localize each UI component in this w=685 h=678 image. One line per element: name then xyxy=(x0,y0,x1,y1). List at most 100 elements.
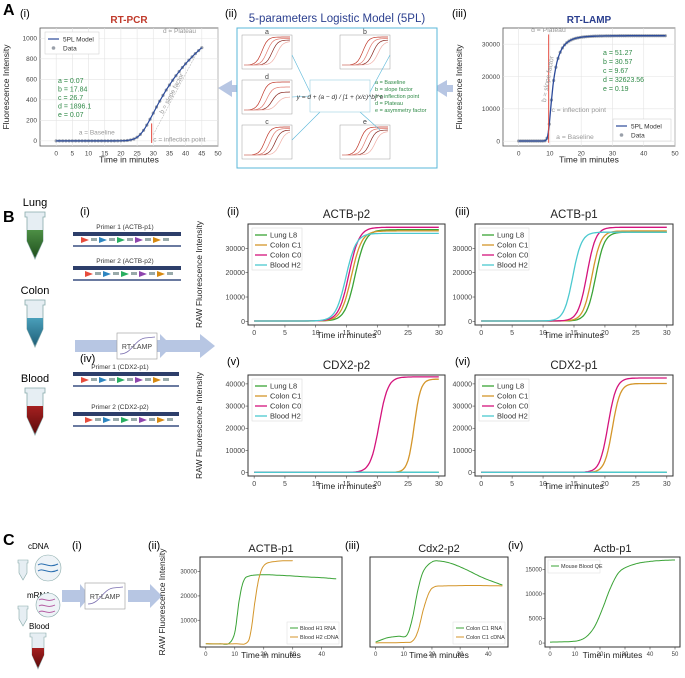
x-tick-label: 20 xyxy=(601,481,609,488)
param-1: b = 17.84 xyxy=(58,87,87,94)
primer-arrow xyxy=(121,417,129,423)
legend-label: Colon C0 xyxy=(497,402,528,411)
y-tick-label: 0 xyxy=(468,319,472,326)
annotation-baseline: a = Baseline xyxy=(79,130,115,137)
param-4: e = 0.19 xyxy=(603,86,629,93)
x-tick-label: 0 xyxy=(204,652,208,658)
charts: 0 5 10 15 20 25 30 35 40 45 5002004006008001000RT-… xyxy=(1,15,681,660)
x-tick-label: 30 xyxy=(663,481,671,488)
y-tick-label: 0 xyxy=(241,319,245,326)
primer-arrow xyxy=(103,417,111,423)
x-tick-label: 50 xyxy=(214,151,222,158)
x-tick-label: 40 xyxy=(318,652,325,658)
legend-label: Colon C0 xyxy=(270,251,301,260)
rtlamp-label-b: RT-LAMP xyxy=(122,344,153,351)
x-tick-label: 25 xyxy=(404,481,412,488)
chart-title: CDX2-p1 xyxy=(550,360,597,372)
y-tick-label: 0 xyxy=(539,641,543,647)
legend-label: Blood H2 xyxy=(270,412,301,421)
chart-B-iii: 0 5 10 15 20 25 30 0 10000 20000 30000 ACTB-p1 Time … xyxy=(453,209,674,340)
x-axis-label: Time in minutes xyxy=(409,650,469,660)
legend-label: Colon C1 xyxy=(270,392,301,401)
x-axis-label: Time in minutes xyxy=(241,650,301,660)
x-tick-label: 30 xyxy=(435,330,443,337)
x-tick-label: 10 xyxy=(546,151,554,158)
rtlamp-curve-b xyxy=(119,336,156,355)
thumbnail-b: b xyxy=(339,29,391,70)
model-line xyxy=(56,47,203,142)
primer-arrow xyxy=(135,237,143,243)
y-tick-label: 20000 xyxy=(453,426,473,433)
x-tick-label: 15 xyxy=(343,481,351,488)
primer-arrow xyxy=(157,271,165,277)
x-tick-label: 20 xyxy=(597,652,604,658)
y-tick-label: 5000 xyxy=(529,617,543,623)
y-tick-label: 600 xyxy=(26,77,37,84)
legend-label: Colon C1 RNA xyxy=(466,626,502,632)
thumbnail-label: c xyxy=(265,119,269,126)
legend-label: Colon C1 cDNA xyxy=(466,635,505,641)
y-tick-label: 20000 xyxy=(453,270,473,277)
primer-block xyxy=(145,378,151,381)
x-tick-label: 20 xyxy=(578,151,586,158)
primer-arrow xyxy=(135,377,143,383)
chart-title: Cdx2-p2 xyxy=(418,543,460,555)
x-tick-label: 20 xyxy=(429,652,436,658)
label-a-iii: (iii) xyxy=(452,8,467,20)
y-tick-label: 30000 xyxy=(482,41,500,48)
chart-C-iv: 0 10 20 30 40 50 0 5000 10000 15000 Actb-p1 Time in… xyxy=(525,543,681,660)
gene-track-lower xyxy=(73,245,181,247)
rtlamp-curve-c xyxy=(87,586,124,605)
x-tick-label: 40 xyxy=(640,151,648,158)
primer-block xyxy=(113,272,119,275)
chart-A-i: 0 5 10 15 20 25 30 35 40 45 50 0 200 400 600 800 1000 RT-… xyxy=(1,15,222,165)
legend: 5PL Model Data xyxy=(44,31,100,55)
primer-block xyxy=(95,272,101,275)
tube-lung xyxy=(24,211,46,260)
param-1: b = 30.57 xyxy=(603,59,632,66)
x-tick-label: 45 xyxy=(198,151,206,158)
x-tick-label: 10 xyxy=(400,652,407,658)
x-tick-label: 10 xyxy=(539,330,547,337)
tube-blood xyxy=(24,387,46,436)
param-0: a = 51.27 xyxy=(603,50,632,57)
primer-diagrams xyxy=(73,232,181,427)
series-line-colon-c1-rna xyxy=(375,560,503,643)
primer-arrow xyxy=(99,377,107,383)
y-axis-label: RAW Fluorescence Intensity xyxy=(194,371,204,479)
rtlamp-label-c: RT-LAMP xyxy=(90,594,121,601)
x-axis-label: Time in minutes xyxy=(99,155,159,165)
x-tick-label: 30 xyxy=(622,652,629,658)
x-axis-label: Time in minutes xyxy=(317,330,377,340)
primer-block xyxy=(131,272,137,275)
x-tick-label: 30 xyxy=(609,151,617,158)
legend-label: Colon C1 xyxy=(270,241,301,250)
primer-block xyxy=(167,418,173,421)
param-3: d = 1896.1 xyxy=(58,104,91,111)
y-tick-label: 30000 xyxy=(180,570,197,576)
equation: y = d + (a − d) / [1 + (x/c)^b]^e xyxy=(296,94,384,101)
equation-box xyxy=(309,79,371,113)
primer-block xyxy=(167,272,173,275)
x-tick-label: 20 xyxy=(260,652,267,658)
y-tick-label: 20000 xyxy=(180,594,197,600)
y-tick-label: 40000 xyxy=(226,381,246,388)
param-3: d = 32623.56 xyxy=(603,77,644,84)
legend-param-4: e = asymmetry factor xyxy=(375,108,427,114)
x-tick-label: 40 xyxy=(647,652,654,658)
x-tick-label: 30 xyxy=(289,652,296,658)
legend-param-1: b = slope factor xyxy=(375,87,413,93)
chart-title: RT-LAMP xyxy=(567,15,612,26)
blood-tube-c xyxy=(29,632,47,670)
x-tick-label: 0 xyxy=(479,481,483,488)
thumbnail-frame xyxy=(241,124,293,160)
legend-label: Lung L8 xyxy=(497,231,524,240)
legend-label: Mouse Blood QE xyxy=(561,564,603,570)
primer-arrow xyxy=(103,271,111,277)
y-tick-label: 40000 xyxy=(453,381,473,388)
legend-label: Lung L8 xyxy=(270,231,297,240)
x-tick-label: 10 xyxy=(85,151,93,158)
x-tick-label: 0 xyxy=(54,151,58,158)
x-tick-label: 20 xyxy=(373,330,381,337)
